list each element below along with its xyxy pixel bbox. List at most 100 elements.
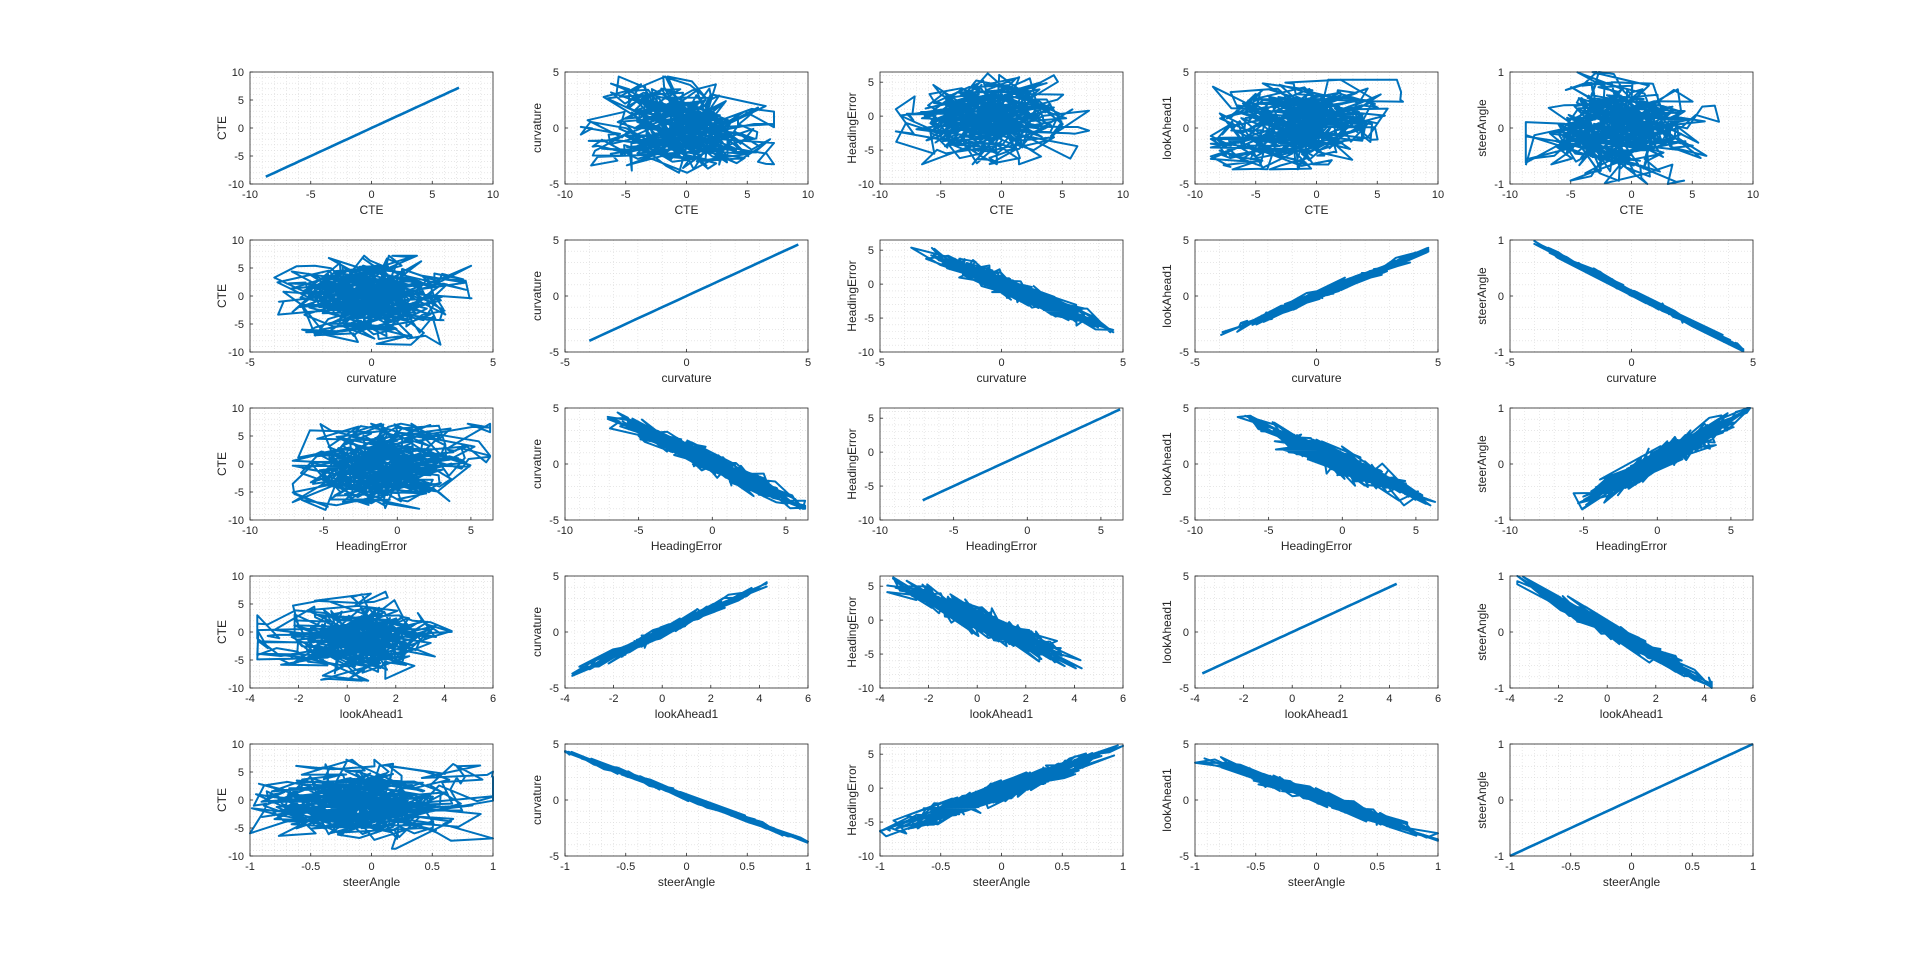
subplot-cte-vs-headingerror: -10 -5 0 5 10 -10 -5 0 5 CTE HeadingError [845, 71, 1129, 217]
y-tick-label: 5 [868, 749, 874, 761]
y-tick-label: 5 [238, 263, 244, 275]
x-tick-label: -5 [1251, 189, 1261, 201]
series-line-cte [249, 758, 494, 850]
y-tick-label: 0 [553, 291, 559, 303]
series-line-steerangle [1516, 575, 1713, 689]
y-tick-label: -5 [1179, 683, 1189, 695]
x-tick-label: 4 [1386, 693, 1392, 705]
y-axis-label: lookAhead1 [1160, 264, 1174, 328]
y-tick-label: 0 [1183, 123, 1189, 135]
x-tick-label: -0.5 [1246, 861, 1265, 873]
y-tick-label: 5 [553, 67, 559, 79]
y-tick-label: 0 [1183, 459, 1189, 471]
x-tick-label: 0 [709, 525, 715, 537]
x-axis-label: curvature [1291, 371, 1341, 385]
x-tick-label: 0 [998, 189, 1004, 201]
x-axis-label: HeadingError [966, 539, 1037, 553]
x-tick-label: 2 [1653, 693, 1659, 705]
y-tick-label: -1 [1494, 515, 1504, 527]
y-tick-label: 0 [1498, 459, 1504, 471]
y-axis-label: CTE [215, 452, 229, 476]
x-tick-label: 2 [1338, 693, 1344, 705]
y-tick-label: -10 [858, 683, 874, 695]
y-tick-label: 10 [232, 403, 244, 415]
x-axis-label: lookAhead1 [340, 707, 404, 721]
x-tick-label: -5 [634, 525, 644, 537]
x-tick-label: 0 [368, 861, 374, 873]
grid-lines [1194, 743, 1439, 857]
y-tick-label: 5 [553, 235, 559, 247]
y-tick-label: 0 [238, 123, 244, 135]
y-axis-label: steerAngle [1475, 267, 1489, 325]
subplot-lookahead1-vs-lookahead1: -4 -2 0 2 4 6 -5 0 5 lookAhead1 lookAhead1 [1160, 571, 1441, 721]
series-line-cte [291, 422, 492, 511]
axes-box [879, 575, 1124, 689]
subplot-curvature-vs-curvature: -5 0 5 -5 0 5 curvature curvature [530, 235, 811, 385]
x-tick-label: 10 [487, 189, 499, 201]
y-axis-label: HeadingError [845, 92, 859, 163]
x-tick-label: -10 [1502, 189, 1518, 201]
x-tick-label: 0 [1339, 525, 1345, 537]
x-axis-label: HeadingError [336, 539, 407, 553]
x-tick-label: 0 [1628, 357, 1634, 369]
y-axis-label: lookAhead1 [1160, 600, 1174, 664]
x-axis-label: steerAngle [658, 875, 716, 889]
x-tick-label: 2 [1023, 693, 1029, 705]
y-tick-label: 1 [1498, 571, 1504, 583]
x-tick-label: 5 [1413, 525, 1419, 537]
y-tick-label: -5 [234, 655, 244, 667]
x-tick-label: 4 [441, 693, 447, 705]
y-tick-label: -5 [864, 481, 874, 493]
y-tick-label: 0 [238, 291, 244, 303]
x-axis-label: lookAhead1 [1600, 707, 1664, 721]
y-tick-label: -10 [228, 515, 244, 527]
y-tick-label: -1 [1494, 683, 1504, 695]
subplot-lookahead1-vs-headingerror: -4 -2 0 2 4 6 -10 -5 0 5 lookAhead1 HeadingError [845, 575, 1126, 721]
y-tick-label: -5 [549, 851, 559, 863]
subplot-headingerror-vs-cte: -10 -5 0 5 -10 -5 0 5 10 HeadingError CTE [215, 403, 494, 553]
y-tick-label: -10 [228, 179, 244, 191]
subplot-steerangle-vs-lookahead1: -1 -0.5 0 0.5 1 -5 0 5 steerAngle lookAhead1 [1160, 739, 1441, 889]
x-axis-label: CTE [990, 203, 1014, 217]
y-axis-label: CTE [215, 116, 229, 140]
x-tick-label: 6 [1750, 693, 1756, 705]
y-tick-label: 0 [238, 795, 244, 807]
y-axis-label: steerAngle [1475, 603, 1489, 661]
y-axis-label: lookAhead1 [1160, 768, 1174, 832]
x-tick-label: -10 [1502, 525, 1518, 537]
x-tick-label: 0 [998, 357, 1004, 369]
x-tick-label: 0 [394, 525, 400, 537]
y-tick-label: -5 [234, 319, 244, 331]
y-tick-label: 0 [1498, 123, 1504, 135]
x-tick-label: -1 [1505, 861, 1515, 873]
y-axis-label: CTE [215, 284, 229, 308]
x-tick-label: -0.5 [931, 861, 950, 873]
subplot-curvature-vs-lookahead1: -5 0 5 -5 0 5 curvature lookAhead1 [1160, 235, 1441, 385]
x-axis-label: steerAngle [343, 875, 401, 889]
y-tick-label: 5 [868, 77, 874, 89]
series-line-headingerror [922, 408, 1121, 502]
x-tick-label: -5 [1264, 525, 1274, 537]
x-tick-label: -5 [875, 357, 885, 369]
x-tick-label: 2 [393, 693, 399, 705]
x-axis-label: steerAngle [973, 875, 1031, 889]
x-tick-label: 0 [1024, 525, 1030, 537]
x-tick-label: 4 [1071, 693, 1077, 705]
subplot-curvature-vs-steerangle: -5 0 5 -1 0 1 curvature steerAngle [1475, 235, 1756, 385]
x-tick-label: -4 [875, 693, 885, 705]
x-tick-label: -5 [1505, 357, 1515, 369]
series-line-lookahead1 [1209, 78, 1404, 171]
subplot-lookahead1-vs-steerangle: -4 -2 0 2 4 6 -1 0 1 lookAhead1 steerAngle [1475, 571, 1756, 721]
x-tick-label: -10 [1187, 189, 1203, 201]
x-tick-label: -2 [609, 693, 619, 705]
y-tick-label: -1 [1494, 179, 1504, 191]
y-axis-label: curvature [530, 103, 544, 153]
x-axis-label: lookAhead1 [1285, 707, 1349, 721]
x-axis-label: curvature [1606, 371, 1656, 385]
x-tick-label: 5 [1435, 357, 1441, 369]
x-tick-label: 0 [683, 357, 689, 369]
series-line-lookahead1 [1194, 756, 1439, 842]
